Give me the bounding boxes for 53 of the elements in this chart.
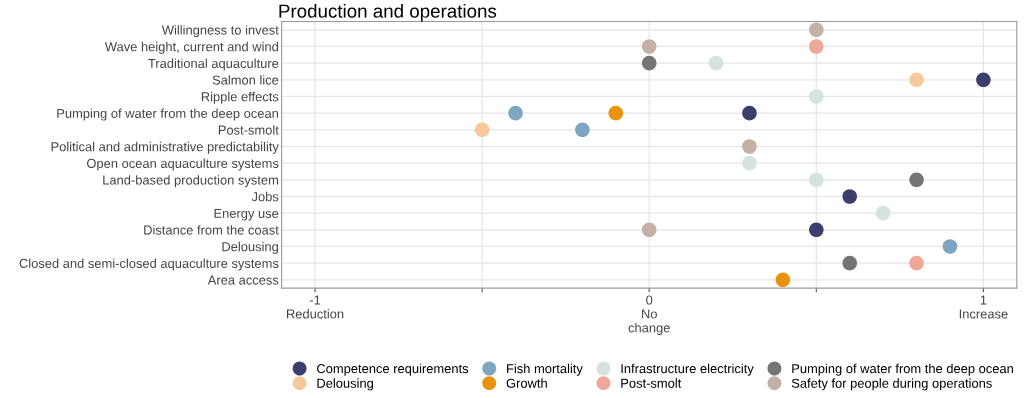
point [742, 139, 757, 154]
chart-title: Production and operations [279, 4, 497, 22]
point [909, 72, 924, 88]
legend-label: Competence requirements [317, 363, 469, 376]
y-tick-label: Traditional aquaculture [148, 58, 279, 71]
y-tick-label: Ripple effects [201, 91, 279, 104]
point [809, 39, 824, 54]
point [608, 105, 624, 121]
y-tick-label: Post-smolt [218, 125, 279, 135]
legend-label: Growth [506, 378, 547, 388]
y-tick-label: Energy use [214, 208, 279, 221]
y-tick-label: Delousing [222, 241, 278, 254]
legend-label: Infrastructure electricity [621, 363, 754, 376]
legend-label: Safety for people during operations [791, 378, 992, 391]
point [909, 172, 924, 188]
point [641, 55, 657, 71]
point [708, 55, 724, 71]
point [842, 189, 858, 204]
point [809, 222, 824, 238]
x-tick-label: 1 Increase [959, 295, 1008, 319]
point [809, 22, 824, 38]
point [641, 222, 657, 238]
point [809, 89, 824, 104]
point [575, 122, 590, 138]
y-tick-label: Jobs [251, 191, 279, 202]
y-tick-label: Salmon lice [212, 75, 279, 85]
point [942, 239, 958, 254]
point [976, 72, 991, 88]
point [641, 39, 657, 54]
point [775, 272, 791, 288]
y-tick-label: Distance from the coast [144, 225, 279, 235]
y-tick-label: Area access [207, 275, 279, 285]
legend-label: Delousing [317, 378, 373, 391]
y-tick-label: Closed and semi-closed aquaculture systems [19, 258, 279, 271]
legend-label: Post-smolt [621, 378, 682, 388]
point [909, 255, 924, 271]
point [508, 105, 523, 121]
y-tick-label: Wave height, current and wind [104, 41, 278, 54]
y-tick-label: Political and administrative predictability [51, 141, 279, 154]
y-tick-label: Open ocean aquaculture systems [87, 158, 279, 171]
legend-label: Pumping of water from the deep ocean [792, 363, 1013, 376]
y-tick-label: Willingness to invest [161, 25, 279, 38]
y-tick-label: Land-based production system [103, 175, 278, 188]
x-tick-label: -1 Reduction [287, 295, 344, 319]
legend-label: Fish mortality [507, 363, 583, 376]
point [875, 205, 891, 221]
point [474, 122, 490, 138]
point [809, 172, 824, 188]
y-tick-label: Pumping of water from the deep ocean [57, 108, 278, 121]
point [742, 105, 757, 121]
point [842, 255, 858, 271]
x-tick-label: 0 No change [628, 295, 670, 335]
point [742, 155, 757, 171]
